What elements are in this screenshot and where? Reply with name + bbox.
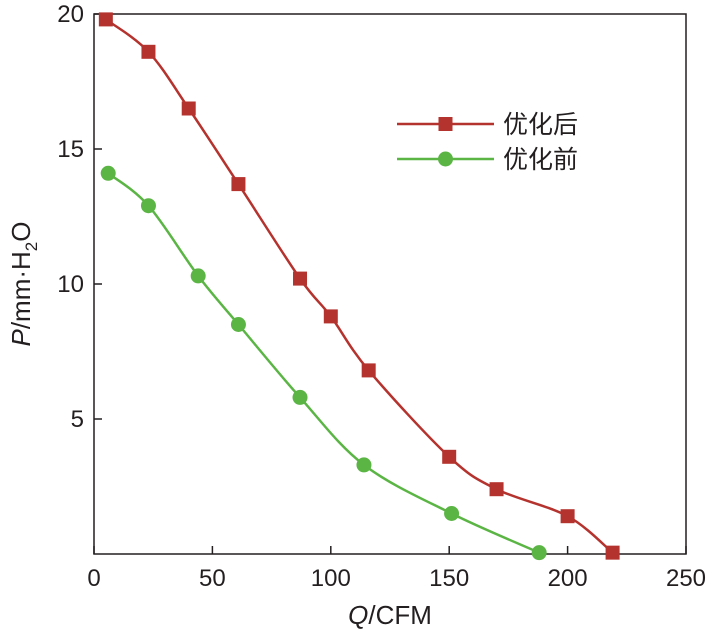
data-point (230, 317, 246, 332)
plot-frame (93, 13, 687, 555)
legend-marker (438, 151, 453, 167)
y-tick-label: 20 (57, 1, 84, 28)
x-tick-label: 50 (199, 565, 226, 592)
data-point (605, 545, 620, 560)
data-point (323, 309, 338, 324)
data-point (181, 101, 196, 116)
series-line (105, 18, 614, 554)
data-point (98, 12, 113, 27)
data-point (442, 449, 457, 464)
data-point (231, 177, 246, 192)
data-point (531, 545, 547, 561)
axis-ticks: 0 50 100 150 200 250 5 10 15 20 (57, 1, 706, 592)
x-tick-label: 250 (666, 565, 706, 592)
legend-item: 优化前 (397, 145, 578, 174)
y-tick-label: 10 (57, 271, 84, 298)
data-point (356, 457, 372, 473)
series-1 (98, 12, 620, 560)
y-tick-label: 15 (57, 136, 84, 163)
data-point (100, 165, 116, 181)
x-tick-label: 100 (311, 565, 351, 592)
series-layer (98, 12, 620, 561)
series-line (107, 172, 540, 554)
y-tick-label: 5 (71, 406, 84, 433)
data-point (141, 44, 156, 59)
data-point (292, 389, 308, 405)
data-point (140, 198, 156, 214)
y-axis-title: P/mm·H2O (6, 221, 41, 346)
legend-item: 优化后 (397, 110, 578, 139)
data-point (444, 506, 460, 521)
legend-marker (438, 117, 453, 131)
data-point (489, 482, 504, 497)
data-point (190, 268, 206, 284)
data-point (293, 271, 308, 286)
legend-label: 优化前 (503, 145, 578, 174)
data-point (560, 509, 575, 524)
x-axis-title: Q/CFM (348, 600, 432, 630)
series-2 (100, 165, 547, 561)
x-tick-label: 150 (429, 565, 469, 592)
x-tick-label: 0 (87, 565, 100, 592)
legend-label: 优化后 (503, 110, 578, 139)
x-tick-label: 200 (548, 565, 588, 592)
data-point (361, 363, 376, 378)
